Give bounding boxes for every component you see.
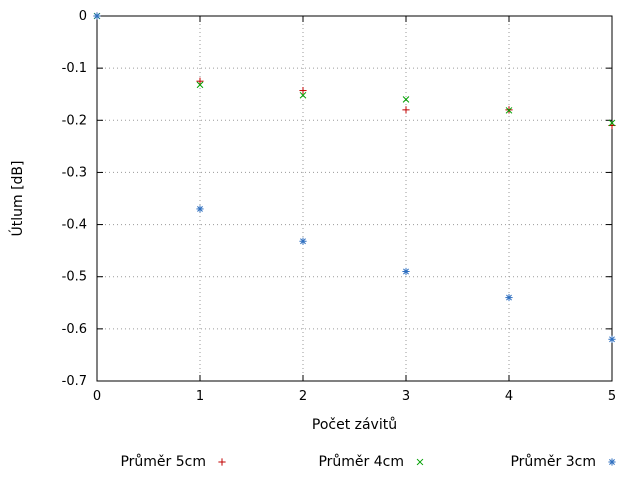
y-tick-label: -0.5 <box>62 270 87 285</box>
x-tick-label: 1 <box>196 389 204 404</box>
y-tick-label: 0 <box>79 9 87 24</box>
series-marker <box>402 96 410 103</box>
x-tick-label: 4 <box>505 389 513 404</box>
series-marker <box>300 238 306 245</box>
series-marker <box>94 13 100 19</box>
x-tick-label: 2 <box>299 389 307 404</box>
y-axis-label: Útlum [dB] <box>8 160 26 236</box>
y-tick-label: -0.6 <box>62 322 87 337</box>
y-tick-label: -0.7 <box>62 374 87 389</box>
series-marker <box>196 81 204 89</box>
series-marker <box>197 205 203 212</box>
series-marker <box>608 119 616 127</box>
x-tick-label: 0 <box>93 389 101 404</box>
legend-label: Průměr 4cm <box>318 454 404 470</box>
y-tick-label: -0.4 <box>62 218 87 233</box>
x-tick-label: 3 <box>402 389 410 404</box>
series-marker <box>403 268 409 275</box>
series-marker <box>416 458 424 466</box>
y-tick-label: -0.3 <box>62 165 87 180</box>
plot-border <box>96 15 613 382</box>
legend-label: Průměr 3cm <box>510 454 596 470</box>
x-tick-label: 5 <box>608 389 616 404</box>
series-marker <box>505 107 513 114</box>
legend-label: Průměr 5cm <box>120 454 206 470</box>
y-tick-label: -0.2 <box>62 113 87 128</box>
series-marker <box>299 91 307 99</box>
series-marker <box>609 336 615 343</box>
y-tick-label: -0.1 <box>62 61 87 76</box>
x-axis-label: Počet závitů <box>312 417 397 433</box>
series-marker <box>609 459 615 465</box>
series-marker <box>506 294 512 301</box>
